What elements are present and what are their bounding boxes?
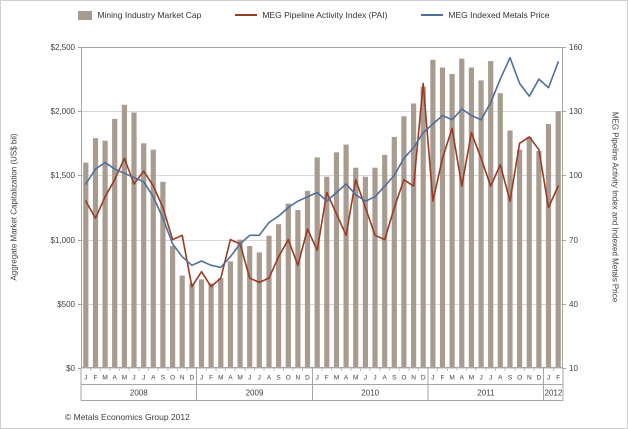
svg-text:D: D bbox=[421, 375, 426, 382]
svg-text:S: S bbox=[392, 375, 397, 382]
svg-text:J: J bbox=[479, 375, 482, 382]
svg-text:J: J bbox=[142, 375, 145, 382]
svg-text:M: M bbox=[353, 375, 358, 382]
svg-text:O: O bbox=[517, 375, 522, 382]
svg-text:2012: 2012 bbox=[545, 389, 563, 398]
svg-text:J: J bbox=[364, 375, 367, 382]
pai-line bbox=[85, 82, 560, 288]
svg-text:S: S bbox=[508, 375, 513, 382]
svg-text:$500: $500 bbox=[57, 300, 75, 309]
left-axis-title: Aggregate Market Capitalization (US$ bil… bbox=[9, 133, 19, 281]
svg-text:O: O bbox=[401, 375, 406, 382]
svg-text:N: N bbox=[411, 375, 416, 382]
svg-text:J: J bbox=[132, 375, 135, 382]
svg-text:$2,500: $2,500 bbox=[51, 43, 76, 52]
svg-text:A: A bbox=[460, 375, 465, 382]
legend-item-pai: MEG Pipeline Activity Index (PAI) bbox=[235, 10, 387, 20]
market-cap-bars bbox=[83, 58, 561, 369]
svg-text:J: J bbox=[200, 375, 203, 382]
svg-text:J: J bbox=[316, 375, 319, 382]
svg-text:A: A bbox=[228, 375, 233, 382]
svg-text:N: N bbox=[180, 375, 185, 382]
svg-text:N: N bbox=[296, 375, 301, 382]
svg-text:M: M bbox=[102, 375, 107, 382]
metals-price-line bbox=[85, 56, 560, 269]
svg-text:M: M bbox=[237, 375, 242, 382]
svg-text:M: M bbox=[218, 375, 223, 382]
legend-label-market-cap: Mining Industry Market Cap bbox=[97, 10, 202, 20]
svg-text:A: A bbox=[344, 375, 349, 382]
svg-text:J: J bbox=[489, 375, 492, 382]
svg-text:$1,500: $1,500 bbox=[51, 171, 76, 180]
svg-text:$2,000: $2,000 bbox=[51, 107, 76, 116]
svg-text:A: A bbox=[113, 375, 118, 382]
svg-text:J: J bbox=[84, 375, 87, 382]
svg-text:J: J bbox=[373, 375, 376, 382]
svg-text:F: F bbox=[325, 375, 329, 382]
svg-text:$1,000: $1,000 bbox=[51, 236, 76, 245]
svg-text:F: F bbox=[209, 375, 213, 382]
svg-text:160: 160 bbox=[569, 43, 583, 52]
svg-text:M: M bbox=[449, 375, 454, 382]
svg-text:A: A bbox=[498, 375, 503, 382]
svg-text:F: F bbox=[556, 375, 560, 382]
svg-text:D: D bbox=[305, 375, 310, 382]
svg-text:O: O bbox=[170, 375, 175, 382]
legend-label-pai: MEG Pipeline Activity Index (PAI) bbox=[262, 10, 388, 20]
svg-text:10: 10 bbox=[569, 364, 578, 373]
svg-text:2008: 2008 bbox=[130, 389, 148, 398]
svg-text:100: 100 bbox=[569, 171, 583, 180]
svg-text:S: S bbox=[161, 375, 166, 382]
svg-text:F: F bbox=[441, 375, 445, 382]
legend-item-metals-price: MEG Indexed Metals Price bbox=[421, 10, 550, 20]
svg-text:D: D bbox=[190, 375, 195, 382]
legend-label-metals-price: MEG Indexed Metals Price bbox=[448, 10, 550, 20]
svg-text:40: 40 bbox=[569, 300, 578, 309]
svg-text:70: 70 bbox=[569, 236, 578, 245]
svg-text:A: A bbox=[383, 375, 388, 382]
svg-text:$0: $0 bbox=[66, 364, 75, 373]
svg-text:J: J bbox=[248, 375, 251, 382]
svg-text:M: M bbox=[122, 375, 127, 382]
pai-line-swatch-icon bbox=[235, 14, 258, 16]
svg-text:2009: 2009 bbox=[246, 389, 264, 398]
svg-text:O: O bbox=[286, 375, 291, 382]
axes bbox=[78, 47, 566, 401]
copyright-text: © Metals Economics Group 2012 bbox=[65, 412, 190, 422]
svg-text:130: 130 bbox=[569, 107, 583, 116]
right-axis-title: MEG Pipeline Activity Index and Indexed … bbox=[610, 111, 620, 303]
metals-price-swatch-icon bbox=[421, 14, 444, 16]
market-cap-swatch-icon bbox=[78, 10, 93, 20]
svg-text:J: J bbox=[431, 375, 434, 382]
svg-text:J: J bbox=[258, 375, 261, 382]
svg-text:F: F bbox=[94, 375, 98, 382]
svg-text:S: S bbox=[276, 375, 281, 382]
chart-legend: Mining Industry Market Cap MEG Pipeline … bbox=[1, 7, 627, 23]
svg-text:A: A bbox=[267, 375, 272, 382]
svg-text:M: M bbox=[334, 375, 339, 382]
svg-text:2011: 2011 bbox=[477, 389, 495, 398]
svg-text:2010: 2010 bbox=[361, 389, 379, 398]
svg-text:J: J bbox=[547, 375, 550, 382]
svg-text:M: M bbox=[469, 375, 474, 382]
svg-text:A: A bbox=[151, 375, 156, 382]
svg-text:N: N bbox=[527, 375, 532, 382]
svg-text:D: D bbox=[537, 375, 542, 382]
legend-item-market-cap: Mining Industry Market Cap bbox=[78, 10, 201, 20]
